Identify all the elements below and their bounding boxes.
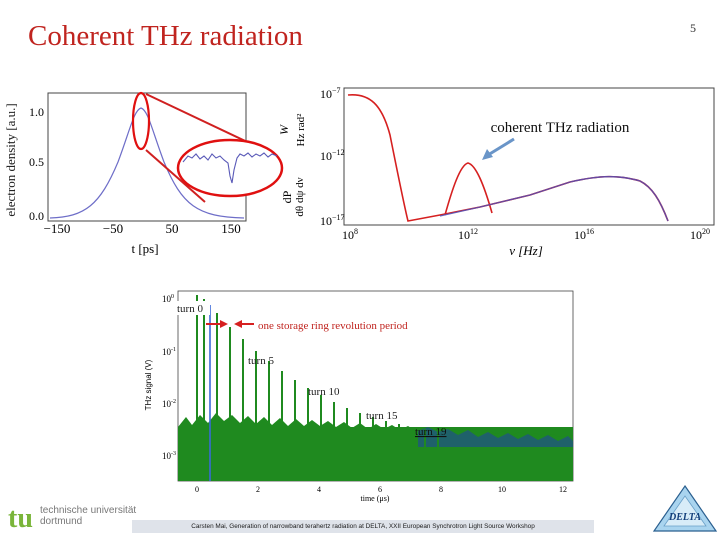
period-arrow-left-head — [220, 320, 228, 328]
thz-xtick-6: 6 — [378, 485, 382, 494]
spectrum-ytick-2: 10−12 — [320, 148, 345, 163]
spectrum-ylabel: dP dθ dψ dν W Hz rad² — [280, 113, 307, 217]
tu-logo: tu — [8, 504, 33, 532]
delta-logo-text: DELTA — [668, 512, 701, 523]
spectrum-annotation: coherent THz radiation — [491, 120, 630, 136]
annotation-arrowhead — [482, 149, 493, 160]
thz-xticks: 0 2 4 6 8 10 12 — [195, 485, 567, 494]
spectrum-xtick-1: 108 — [342, 227, 358, 242]
thz-xtick-0: 0 — [195, 485, 199, 494]
delta-logo: DELTA — [652, 484, 718, 532]
spectrum-plot: dP dθ dψ dν W Hz rad² 10−7 10−12 10−17 1… — [280, 86, 715, 258]
footer-bar: Carsten Mai, Generation of narrowband te… — [132, 520, 594, 533]
thz-signal-plot: THz signal (V) 100 10-1 10-2 10-3 0 2 4 … — [144, 290, 574, 503]
density-xtick-2: −50 — [103, 221, 123, 236]
density-ytick-05: 0.5 — [29, 155, 44, 169]
gaussian-curve — [49, 107, 245, 219]
tu-logo-text: tu — [8, 504, 33, 532]
annotation-arrow — [487, 137, 515, 157]
thz-xtick-2: 2 — [256, 485, 260, 494]
density-ylabel: electron density [a.u.] — [3, 103, 18, 216]
spectrum-xlabel: ν [Hz] — [509, 243, 543, 258]
thz-xtick-4: 4 — [317, 485, 321, 494]
thz-xtick-8: 8 — [439, 485, 443, 494]
zoom-overlay — [145, 93, 284, 203]
spectrum-ylabel-den: dθ dψ dν — [294, 177, 306, 216]
zoom-line-top — [145, 93, 261, 149]
thz-xtick-12: 12 — [559, 485, 567, 494]
thz-xlabel: time (μs) — [361, 494, 390, 503]
delta-inner-triangle — [663, 495, 707, 527]
spectrum-coherent-bump — [444, 162, 493, 216]
turn19-label: turn 19 — [415, 426, 447, 438]
turn15-label: turn 15 — [366, 410, 398, 422]
slide-title: Coherent THz radiation — [28, 20, 303, 52]
university-name: technische universität dortmund — [40, 505, 136, 527]
turn10-label: turn 10 — [308, 386, 340, 398]
page-number: 5 — [690, 21, 696, 35]
density-xtick-1: −150 — [44, 221, 71, 236]
spectrum-xtick-4: 1020 — [690, 227, 710, 242]
zoom-detail-curve — [182, 152, 278, 184]
zoom-line-bottom — [145, 149, 206, 203]
thz-xtick-10: 10 — [498, 485, 506, 494]
thz-ylabel: THz signal (V) — [144, 359, 153, 410]
spectrum-xtick-2: 1012 — [458, 227, 478, 242]
turn0-label-bg — [176, 301, 210, 315]
zoom-ellipse — [176, 138, 284, 198]
density-ytick-0: 0.0 — [29, 209, 44, 223]
spectrum-ylabel-unit2: Hz rad² — [295, 113, 307, 147]
thz-pulse-peaks — [196, 295, 439, 481]
peak-highlight-ellipse — [131, 91, 151, 151]
density-xtick-3: 50 — [166, 221, 179, 236]
density-ytick-1: 1.0 — [29, 105, 44, 119]
spectrum-ylabel-unit: W — [280, 124, 291, 135]
turn0-label: turn 0 — [177, 303, 203, 315]
density-xlabel: t [ps] — [131, 241, 158, 256]
university-line2: dortmund — [40, 516, 83, 527]
spectrum-ytick-1: 10−7 — [320, 86, 341, 101]
university-line1: technische universität — [40, 505, 137, 516]
thz-ytick-1: 10-1 — [162, 347, 176, 357]
thz-ytick-2: 10-2 — [162, 399, 176, 409]
period-arrow-right-head — [234, 320, 242, 328]
turn5-label: turn 5 — [248, 355, 274, 367]
spectrum-blue-curve — [439, 175, 669, 222]
period-label: one storage ring revolution period — [258, 320, 408, 332]
spectrum-xtick-3: 1016 — [574, 227, 594, 242]
density-xtick-4: 150 — [221, 221, 241, 236]
spectrum-ytick-3: 10−17 — [320, 213, 345, 228]
thz-ytick-0: 100 — [162, 294, 174, 304]
spectrum-ylabel-num: dP — [280, 190, 294, 203]
thz-ytick-3: 10-3 — [162, 451, 176, 461]
